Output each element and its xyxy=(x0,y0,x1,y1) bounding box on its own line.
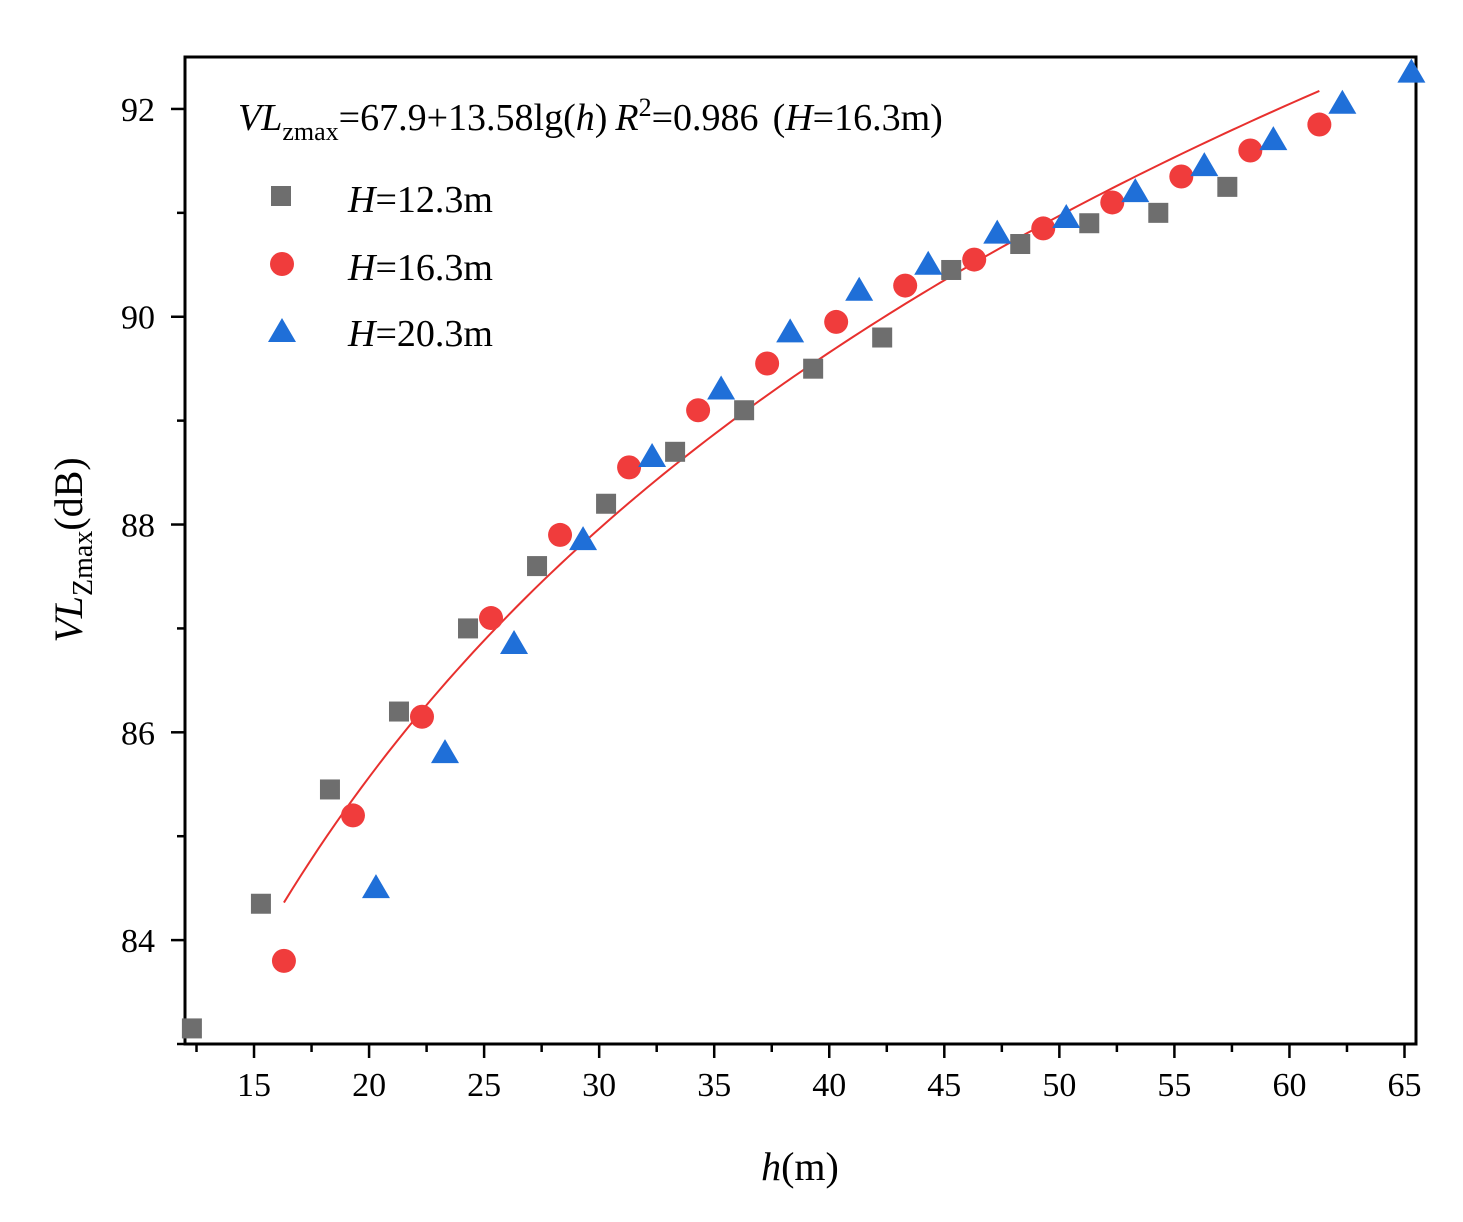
legend-label-h20: H=20.3m xyxy=(347,313,493,355)
y-axis-ticks: 84 86 88 90 92 xyxy=(121,92,185,1046)
plot-frame xyxy=(183,55,1418,1046)
x-tick-label: 60 xyxy=(1272,1067,1306,1104)
eq-hval: =16.3m) xyxy=(813,97,943,139)
x-tick-label: 35 xyxy=(697,1067,731,1104)
data-point-triangle xyxy=(914,250,943,275)
x-tick-label: 40 xyxy=(812,1067,846,1104)
data-point-triangle xyxy=(1121,178,1150,203)
data-point-triangle xyxy=(500,630,529,655)
eq-body: =67.9+13.58lg( xyxy=(339,97,576,139)
data-point-circle xyxy=(1169,164,1194,189)
x-axis-label: h(m) xyxy=(761,1144,839,1189)
fit-curve xyxy=(283,89,1320,904)
x-tick-label: 25 xyxy=(467,1067,501,1104)
data-point-circle xyxy=(271,948,296,973)
x-tick-label: 30 xyxy=(582,1067,616,1104)
eq-sup: 2 xyxy=(639,93,652,122)
x-axis-ticks: 15 20 25 30 35 40 45 50 55 60 65 xyxy=(195,1044,1421,1104)
data-point-circle xyxy=(824,309,849,334)
data-point-circle xyxy=(1307,112,1332,137)
data-point-triangle xyxy=(361,874,390,899)
eq-close: ) xyxy=(595,97,608,139)
data-point-square xyxy=(458,618,479,639)
data-point-triangle xyxy=(1328,89,1357,114)
x-tick-label: 50 xyxy=(1042,1067,1076,1104)
data-point-circle xyxy=(409,704,434,729)
data-point-triangle xyxy=(845,276,874,301)
data-point-circle xyxy=(893,273,918,298)
fit-equation: VLzmax=67.9+13.58lg(h) R2=0.986 (H=16.3m) xyxy=(238,93,943,146)
legend: H=12.3m H=16.3m H=20.3m xyxy=(268,179,493,355)
data-point-triangle xyxy=(707,375,736,400)
data-point-square xyxy=(1079,213,1100,234)
data-point-square xyxy=(734,400,755,421)
y-tick-label: 90 xyxy=(121,300,155,337)
data-point-triangle xyxy=(1259,126,1288,151)
data-point-triangle xyxy=(638,442,667,467)
data-point-circle xyxy=(1100,190,1125,215)
x-tick-label: 15 xyxy=(237,1067,271,1104)
data-point-circle xyxy=(1238,138,1263,163)
eq-r: R xyxy=(614,97,638,139)
data-point-square xyxy=(319,779,340,800)
x-tick-label: 20 xyxy=(352,1067,386,1104)
data-point-square xyxy=(388,701,409,722)
y-axis-label: VLZmax(dB) xyxy=(46,457,99,642)
legend-label-h16: H=16.3m xyxy=(347,247,493,289)
y-tick-label: 84 xyxy=(121,923,155,960)
data-point-triangle xyxy=(776,318,805,343)
data-point-square xyxy=(803,358,824,379)
legend-marker-circle xyxy=(270,252,294,276)
data-point-square xyxy=(872,327,893,348)
data-point-square xyxy=(1148,202,1169,223)
data-point-circle xyxy=(548,522,573,547)
data-point-circle xyxy=(617,455,642,480)
data-point-square xyxy=(596,493,617,514)
data-point-circle xyxy=(1031,216,1056,241)
eq-h: h xyxy=(576,97,595,139)
eq-H: H xyxy=(784,97,815,139)
data-point-triangle xyxy=(569,526,598,551)
x-tick-label: 65 xyxy=(1387,1067,1421,1104)
data-point-square xyxy=(941,259,962,280)
data-point-circle xyxy=(686,398,711,423)
eq-r2val: =0.986 xyxy=(652,97,759,139)
data-markers xyxy=(181,58,1426,1039)
x-tick-label: 55 xyxy=(1157,1067,1191,1104)
data-point-circle xyxy=(340,803,365,828)
data-point-triangle xyxy=(1190,152,1219,177)
legend-label-h12: H=12.3m xyxy=(347,179,493,221)
data-point-square xyxy=(1217,176,1238,197)
data-point-square xyxy=(527,556,548,577)
legend-marker-square xyxy=(271,186,291,206)
data-point-circle xyxy=(755,351,780,376)
data-point-square xyxy=(181,1018,202,1039)
data-point-triangle xyxy=(1397,58,1426,83)
x-tick-label: 45 xyxy=(927,1067,961,1104)
data-point-triangle xyxy=(983,219,1012,244)
eq-sub: zmax xyxy=(282,117,338,146)
data-point-square xyxy=(250,893,271,914)
data-point-circle xyxy=(479,606,504,631)
eq-paren: ( xyxy=(773,97,786,139)
data-point-circle xyxy=(962,247,987,272)
y-tick-label: 92 xyxy=(121,92,155,129)
data-point-triangle xyxy=(431,739,460,764)
y-tick-label: 88 xyxy=(121,508,155,545)
data-point-square xyxy=(1010,234,1031,255)
eq-var: VL xyxy=(238,97,282,139)
y-tick-label: 86 xyxy=(121,715,155,752)
data-point-square xyxy=(665,441,686,462)
data-point-triangle xyxy=(1052,204,1081,229)
legend-marker-triangle xyxy=(268,318,296,342)
